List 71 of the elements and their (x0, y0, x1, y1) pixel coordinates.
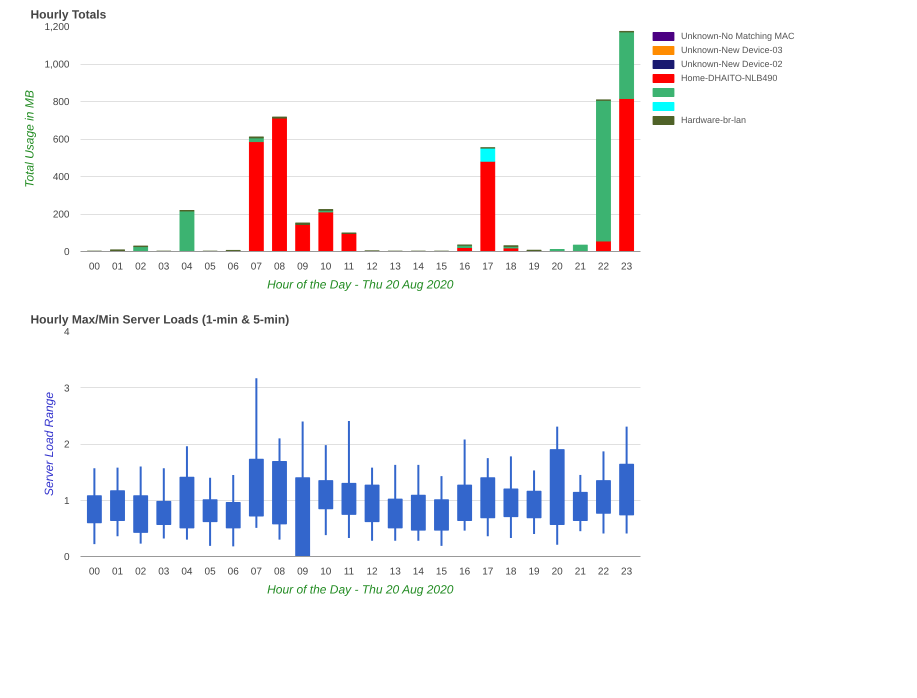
x-tick-label: 07 (250, 566, 262, 578)
x-tick-label: 19 (528, 262, 540, 272)
x-tick-label: 14 (412, 262, 424, 272)
x-tick-label: 23 (621, 566, 633, 578)
x-tick-label: 00 (88, 566, 100, 578)
x-tick-label: 02 (135, 262, 147, 272)
x-tick-label: 20 (552, 262, 564, 272)
chart-title: Hourly Totals (30, 8, 107, 22)
x-tick-label: 15 (436, 262, 448, 272)
x-tick-label: 13 (390, 566, 402, 578)
x-axis-title: Hour of the Day - Thu 20 Aug 2020 (267, 582, 454, 596)
x-tick-label: 09 (297, 566, 309, 578)
y-tick-label: 0 (64, 552, 70, 563)
x-tick-label: 15 (436, 566, 448, 578)
y-axis-title: Total Usage in MB (22, 90, 36, 188)
x-tick-label: 16 (459, 566, 471, 578)
x-tick-label: 23 (621, 262, 633, 272)
y-tick-label: 1,000 (44, 60, 70, 70)
x-tick-label: 18 (505, 262, 517, 272)
y-tick-label: 4 (64, 327, 70, 338)
x-axis-title: Hour of the Day - Thu 20 Aug 2020 (267, 278, 454, 292)
x-tick-label: 03 (158, 566, 170, 578)
chart-title: Hourly Max/Min Server Loads (1-min & 5-min) (30, 312, 290, 326)
x-tick-label: 17 (482, 566, 494, 578)
y-tick-label: 1,200 (44, 22, 70, 33)
x-tick-label: 09 (297, 262, 309, 272)
legend-label: Home-DHAITO-NLB490 (681, 73, 778, 83)
x-tick-label: 06 (228, 566, 240, 578)
y-tick-label: 200 (52, 210, 70, 220)
x-tick-label: 20 (552, 566, 564, 578)
x-tick-label: 08 (274, 566, 286, 578)
x-tick-label: 12 (366, 262, 378, 272)
x-tick-label: 16 (459, 262, 471, 272)
y-tick-label: 2 (64, 440, 70, 450)
x-tick-label: 06 (228, 262, 240, 272)
x-tick-label: 05 (204, 262, 216, 272)
x-tick-label: 00 (88, 262, 100, 272)
x-tick-label: 11 (344, 262, 355, 272)
x-tick-label: 18 (505, 566, 517, 578)
legend-label: Unknown-New Device-03 (681, 45, 783, 55)
x-tick-label: 05 (204, 566, 216, 578)
x-tick-label: 21 (574, 566, 586, 578)
x-tick-label: 10 (320, 566, 332, 578)
y-tick-label: 1 (64, 496, 70, 507)
y-tick-label: 0 (64, 247, 70, 258)
x-tick-label: 12 (366, 566, 378, 578)
y-axis-title: Server Load Range (42, 392, 56, 496)
x-tick-label: 11 (344, 566, 355, 578)
x-tick-label: 01 (112, 262, 124, 272)
x-tick-label: 02 (135, 566, 147, 578)
x-tick-label: 03 (158, 262, 170, 272)
x-tick-label: 04 (181, 262, 193, 272)
legend-label: Hardware-br-lan (681, 115, 746, 125)
x-tick-label: 04 (181, 566, 193, 578)
legend-label: Unknown-No Matching MAC (681, 31, 795, 41)
y-tick-label: 600 (52, 134, 70, 146)
y-tick-label: 3 (64, 383, 70, 394)
y-tick-label: 800 (52, 97, 70, 108)
x-tick-label: 22 (598, 566, 610, 578)
y-tick-label: 400 (52, 172, 70, 183)
x-tick-label: 01 (112, 566, 124, 578)
x-tick-label: 08 (274, 262, 286, 272)
x-tick-label: 10 (320, 262, 332, 272)
legend-label: Unknown-New Device-02 (681, 59, 783, 69)
x-tick-label: 07 (250, 262, 262, 272)
x-tick-label: 17 (482, 262, 494, 272)
x-tick-label: 22 (598, 262, 610, 272)
x-tick-label: 19 (528, 566, 540, 578)
x-tick-label: 14 (412, 566, 424, 578)
x-tick-label: 21 (574, 262, 586, 272)
x-tick-label: 13 (390, 262, 402, 272)
